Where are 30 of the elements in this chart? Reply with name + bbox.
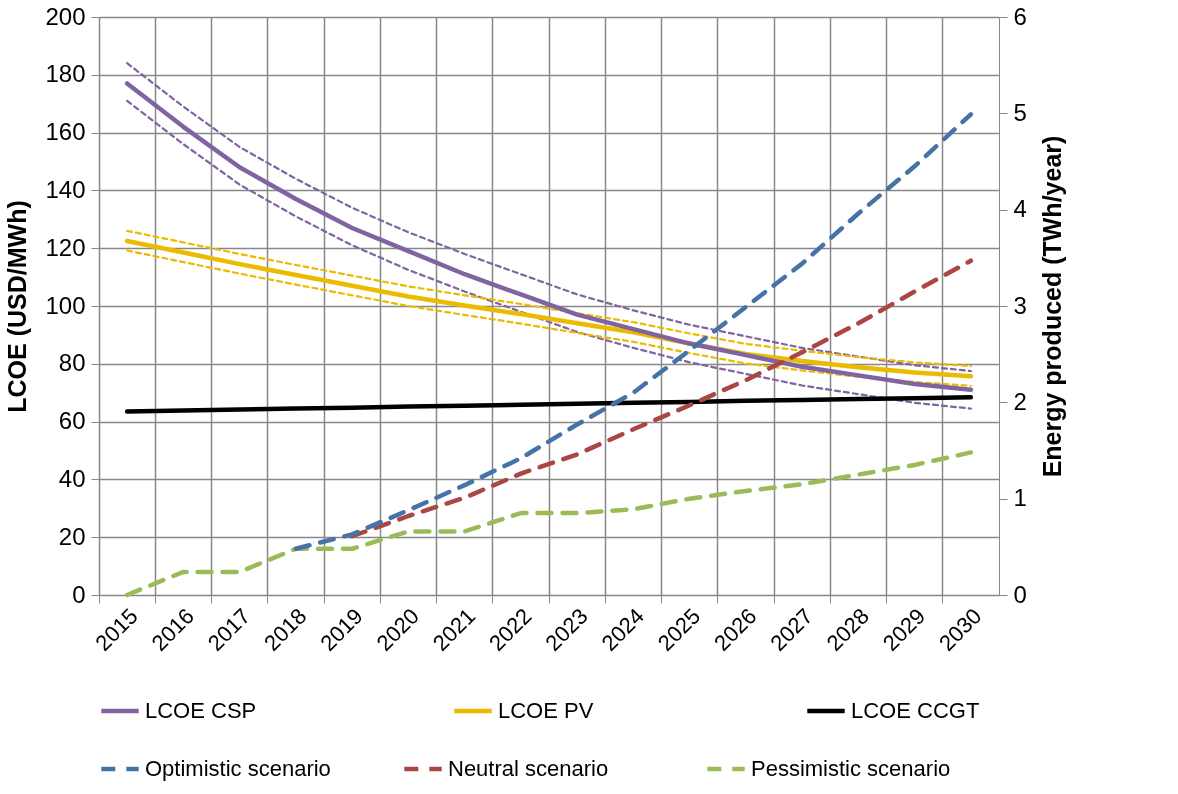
y2-axis-title: Energy produced (TWh/year) [1037,135,1066,478]
y2-tick-label: 5 [1013,98,1027,126]
y2-tick-label: 3 [1013,291,1027,319]
legend-label: LCOE CSP [145,698,257,723]
y-tick-label: 60 [58,407,86,435]
y-tick-label: 120 [45,233,86,261]
legend-label: Pessimistic scenario [751,756,951,781]
y-tick-label: 0 [72,580,86,608]
y-tick-label: 100 [45,291,86,319]
legend-label: LCOE PV [498,698,594,723]
y2-tick-label: 4 [1013,195,1027,223]
y2-tick-label: 0 [1013,580,1027,608]
y-tick-label: 40 [58,464,86,492]
line-series [124,395,974,414]
y-axis-title: LCOE (USD/MWh) [3,200,32,413]
y-tick-label: 80 [58,349,86,377]
line-series [124,450,974,598]
y2-tick-label: 2 [1013,387,1027,415]
line-series [349,258,974,539]
y-tick-label: 160 [45,118,86,146]
legend-label: Optimistic scenario [145,756,331,781]
legend-label: Neutral scenario [448,756,609,781]
y-tick-label: 20 [58,522,86,550]
y2-tick-label: 6 [1013,2,1027,30]
y2-tick-label: 1 [1013,484,1027,512]
y-tick-label: 180 [45,60,86,88]
line-series [293,112,974,552]
legend-label: LCOE CCGT [851,698,980,723]
y-tick-label: 140 [45,175,86,203]
y-tick-label: 200 [45,2,86,30]
